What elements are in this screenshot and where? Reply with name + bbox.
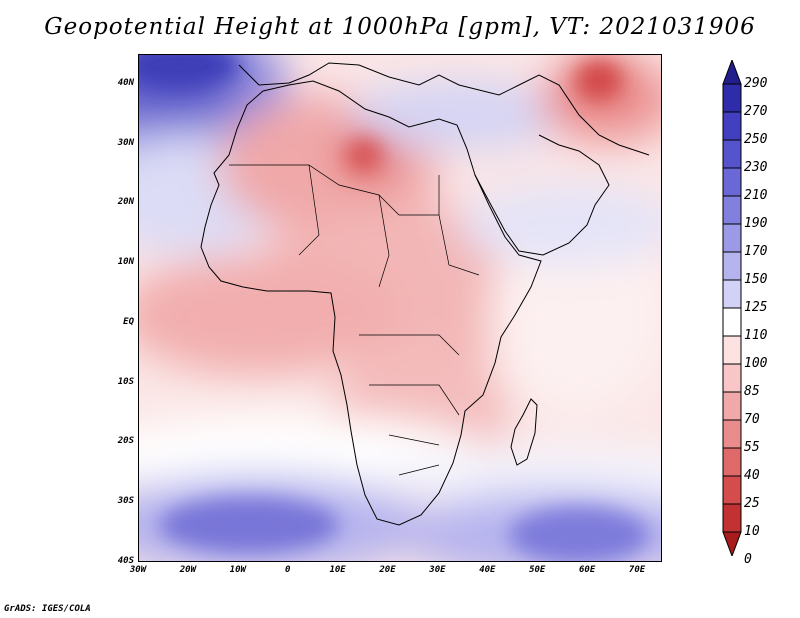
colorbar-level-label: 10 (744, 524, 760, 539)
colorbar-level-label: 150 (744, 272, 768, 287)
colorbar-swatch (722, 475, 742, 505)
lon-tick-label: 10E (329, 565, 346, 575)
lat-tick-label: 20S (117, 436, 134, 447)
colorbar-level-label: 125 (744, 300, 768, 315)
arabia-coastline (474, 134, 610, 256)
colorbar-swatch (722, 195, 742, 225)
lat-tick-label: EQ (123, 316, 134, 327)
lat-tick-label: 40N (117, 77, 134, 88)
colorbar-swatch (722, 447, 742, 477)
lon-tick-label: 50E (529, 565, 546, 575)
lon-tick-label: 10W (229, 565, 246, 575)
colorbar-swatch (722, 251, 742, 281)
lon-tick-label: 20W (179, 565, 197, 575)
contour-map (139, 55, 661, 561)
colorbar-level-label: 190 (744, 216, 768, 231)
height-field-cores (139, 55, 649, 561)
colorbar-level-label: 170 (744, 244, 768, 259)
height-field-blobs (139, 55, 661, 561)
colorbar-level-label: 210 (744, 188, 768, 203)
colorbar-swatch (722, 363, 742, 393)
africa-coastline (200, 80, 542, 526)
lon-tick-label: 30W (129, 565, 147, 575)
colorbar-swatch (722, 167, 742, 197)
colorbar-level-label: 110 (744, 328, 768, 343)
colorbar-swatch (722, 503, 742, 533)
colorbar-swatch (722, 419, 742, 449)
map-panel (138, 54, 662, 562)
colorbar-level-label: 55 (744, 440, 760, 455)
colorbar-level-label: 100 (744, 356, 768, 371)
triangle-down-icon (722, 531, 742, 556)
colorbar-level-label: 40 (744, 468, 760, 483)
lon-tick-label: 0 (284, 565, 291, 575)
colorbar-level-label: 270 (744, 104, 768, 119)
colorbar-level-label: 250 (744, 132, 768, 147)
map-title: Geopotential Height at 1000hPa [gpm], VT… (44, 14, 756, 40)
madagascar-coastline (510, 398, 538, 466)
colorbar (722, 60, 742, 556)
lat-tick-label: 30N (117, 137, 134, 148)
lon-tick-label: 40E (479, 565, 496, 575)
lon-tick-label: 60E (579, 565, 596, 575)
triangle-up-icon (722, 60, 742, 85)
lat-tick-label: 10S (117, 376, 134, 387)
lat-tick-label: 10N (117, 257, 134, 268)
colorbar-level-label: 70 (744, 412, 760, 427)
colorbar-level-label: 85 (744, 384, 760, 399)
colorbar-swatch (722, 111, 742, 141)
europe-coastline (238, 62, 650, 156)
colorbar-level-label: 25 (744, 496, 760, 511)
colorbar-level-label: 290 (744, 76, 768, 91)
lon-tick-label: 70E (628, 565, 646, 575)
country-borders (229, 164, 480, 476)
lon-tick-label: 30E (429, 565, 446, 575)
lat-tick-label: 30S (117, 496, 134, 507)
colorbar-swatch (722, 83, 742, 113)
colorbar-swatch (722, 139, 742, 169)
lat-tick-label: 40S (117, 556, 134, 566)
lon-tick-label: 20E (379, 565, 396, 575)
colorbar-swatch (722, 223, 742, 253)
colorbar-swatch (722, 279, 742, 309)
credit-text: GrADS: IGES/COLA (4, 604, 91, 614)
lat-tick-label: 20N (117, 197, 134, 208)
colorbar-swatch (722, 335, 742, 365)
colorbar-swatch (722, 391, 742, 421)
colorbar-level-label: 230 (744, 160, 768, 175)
colorbar-level-label: 0 (744, 552, 752, 567)
colorbar-swatch (722, 307, 742, 337)
